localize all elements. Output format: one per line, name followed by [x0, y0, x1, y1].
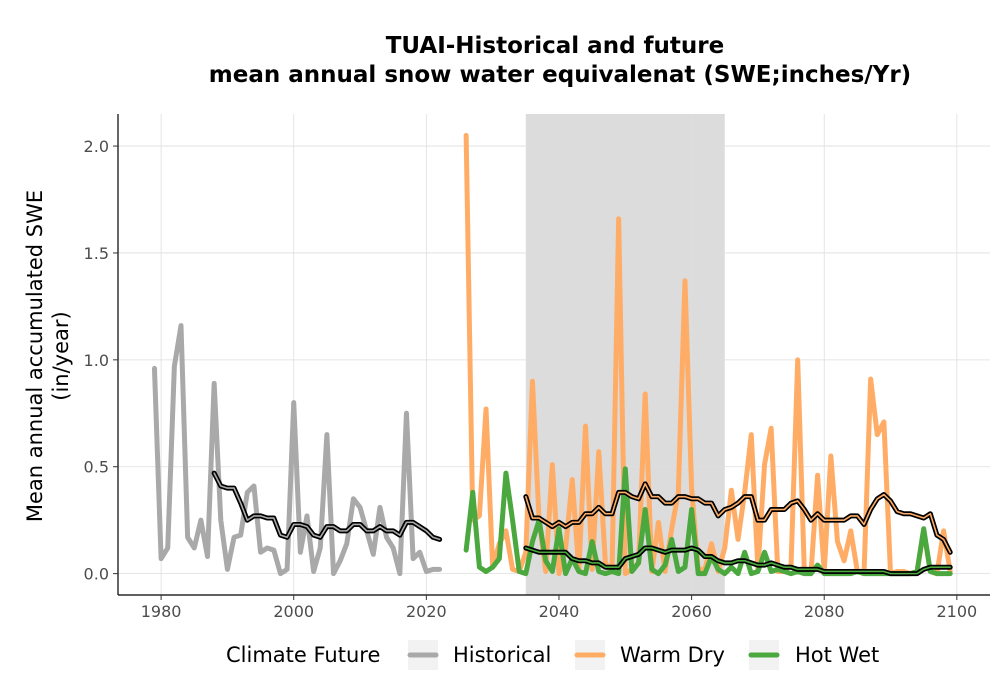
legend-title: Climate Future [226, 643, 380, 667]
axis-layer [117, 114, 990, 596]
smooth-line-warm-dry [525, 483, 952, 554]
series-layer [151, 132, 953, 577]
x-tick-label-2000: 2000 [273, 602, 314, 621]
x-tick-labels: 1980 2000 2020 2040 2060 2080 2100 [141, 595, 977, 621]
legend-label-hot-wet: Hot Wet [795, 643, 879, 667]
y-tick-label-3: 1.5 [84, 244, 109, 263]
x-tick-label-1980: 1980 [141, 602, 182, 621]
smooth-line-historical [213, 472, 441, 541]
x-tick-label-2020: 2020 [406, 602, 447, 621]
y-axis-title-line-1: Mean annual accumulated SWE [23, 190, 47, 522]
legend-label-historical: Historical [453, 643, 551, 667]
y-tick-label-2: 1.0 [84, 351, 109, 370]
y-tick-label-1: 0.5 [84, 458, 109, 477]
legend-key-hot-wet [748, 640, 780, 670]
x-tick-label-2100: 2100 [936, 602, 977, 621]
y-axis-title: Mean annual accumulated SWE (in/year) [23, 190, 73, 522]
y-tick-label-0: 0.0 [84, 565, 109, 584]
y-tick-label-4: 2.0 [84, 137, 109, 156]
chart-title: TUAI-Historical and future mean annual s… [209, 33, 911, 88]
chart-title-line-1: TUAI-Historical and future [386, 33, 725, 59]
y-tick-labels: 0.0 0.5 1.0 1.5 2.0 [84, 137, 118, 584]
legend: Climate Future Historical Warm Dry Hot W… [226, 640, 879, 670]
smooth-line-hot-wet [525, 547, 952, 575]
legend-key-warm-dry [574, 640, 606, 670]
x-tick-label-2060: 2060 [671, 602, 712, 621]
chart-title-line-2: mean annual snow water equivalenat (SWE;… [209, 62, 911, 88]
y-axis-title-line-2: (in/year) [49, 311, 73, 400]
x-tick-label-2040: 2040 [539, 602, 580, 621]
series-line-historical [151, 323, 443, 577]
x-tick-label-2080: 2080 [804, 602, 845, 621]
legend-label-warm-dry: Warm Dry [620, 643, 725, 667]
legend-key-historical [407, 640, 439, 670]
